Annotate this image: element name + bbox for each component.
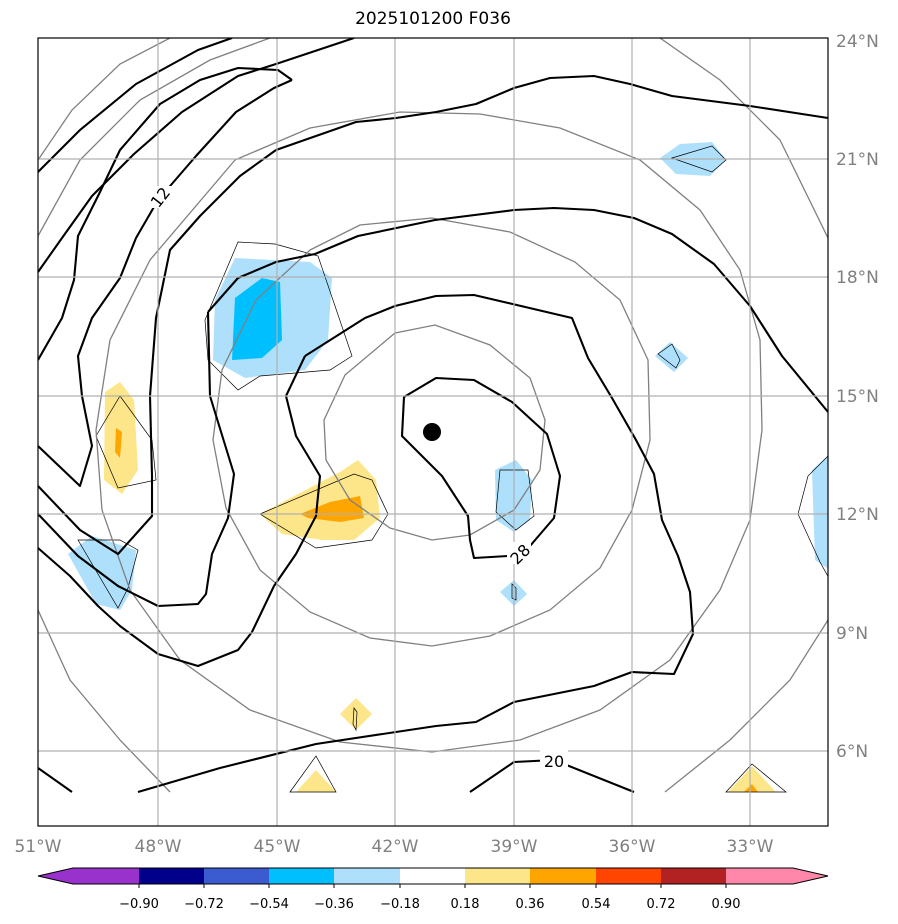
grey-ring-7 — [664, 619, 828, 793]
thick-contour-12 — [38, 38, 355, 273]
colorbar: −0.90 −0.72 −0.54 −0.36 −0.18 0.18 0.36 … — [37, 867, 829, 912]
lon-tick-33w: 33°W — [727, 837, 774, 857]
colorbar-arrow-left — [38, 868, 73, 884]
thin-contour-nw — [204, 241, 353, 391]
grey-ring-3 — [95, 111, 763, 753]
colorbar-seg-10 — [661, 868, 726, 884]
colorbar-outline — [37, 867, 829, 885]
grey-ring-5 — [659, 38, 828, 239]
thin-contour-tiny — [511, 583, 517, 601]
lon-tick-36w: 36°W — [609, 837, 656, 857]
colorbar-label-8: 0.54 — [582, 897, 611, 912]
fill-orange-se-bottom — [744, 784, 758, 792]
colorbar-label-5: −0.18 — [380, 897, 420, 912]
lat-tick-12n: 12°N — [836, 505, 879, 525]
thick-contour-inner — [137, 293, 695, 794]
storm-center-marker — [423, 423, 441, 441]
thick-contour-12-b — [275, 74, 828, 151]
lat-tick-labels: 24°N 21°N 18°N 15°N 12°N 9°N 6°N — [836, 32, 879, 762]
map-area: 12 28 20 — [38, 38, 828, 826]
contour-label-20: 20 — [544, 752, 564, 771]
colorbar-label-3: −0.54 — [249, 897, 289, 912]
colorbar-seg-3 — [204, 868, 269, 884]
thick-contour-inner-w — [38, 355, 322, 668]
grey-ring-2 — [212, 217, 651, 647]
colorbar-seg-8 — [530, 868, 596, 884]
colorbar-seg-9 — [596, 868, 661, 884]
colorbar-label-2: −0.72 — [184, 897, 224, 912]
thick-contour-outer-nw — [38, 38, 233, 173]
colorbar-seg-5 — [334, 868, 400, 884]
thin-contour-e-edge — [797, 455, 828, 578]
shaded-anomaly-fills — [68, 142, 828, 792]
lat-tick-6n: 6°N — [836, 742, 868, 762]
grey-ring-4 — [38, 38, 271, 237]
contour-labels: 12 28 20 — [147, 183, 568, 771]
map-title: 2025101200 F036 — [355, 9, 511, 29]
thin-contours — [77, 145, 828, 793]
grey-ring-6 — [38, 609, 171, 793]
map-border — [37, 37, 829, 827]
thick-contour-sw-edge — [38, 767, 73, 793]
fill-blue-e-edge — [812, 455, 828, 569]
thick-contour-20 — [207, 206, 828, 413]
fill-blue-mid-nw — [232, 278, 282, 360]
thin-contour-s — [352, 707, 358, 732]
colorbar-seg-6 — [400, 868, 465, 884]
thick-contours — [38, 38, 828, 794]
lat-tick-15n: 15°N — [836, 387, 879, 407]
lat-tick-18n: 18°N — [836, 268, 879, 288]
thick-contour-nw-loop — [38, 66, 293, 361]
thin-contour-se-bottom — [725, 763, 787, 793]
fill-blue-e-small — [655, 342, 688, 372]
lon-tick-42w: 42°W — [372, 837, 419, 857]
thin-contour-sw-bottom — [289, 755, 337, 793]
thick-contour-28 — [400, 376, 562, 560]
colorbar-label-7: 0.36 — [516, 897, 545, 912]
colorbar-label-1: −0.90 — [119, 897, 159, 912]
grey-ring-8 — [38, 38, 171, 161]
colorbar-seg-11 — [726, 868, 793, 884]
lat-tick-9n: 9°N — [836, 624, 868, 644]
colorbar-seg-4 — [269, 868, 334, 884]
fill-yellow-center — [260, 460, 380, 540]
thick-contour-20-south — [469, 758, 635, 793]
thin-contour-ne — [670, 145, 727, 173]
lon-tick-39w: 39°W — [491, 837, 538, 857]
lon-tick-51w: 51°W — [15, 837, 62, 857]
colorbar-seg-2 — [139, 868, 204, 884]
fill-orange-w — [115, 428, 122, 458]
colorbar-label-10: 0.90 — [712, 897, 741, 912]
thin-contour-e — [657, 343, 681, 369]
thin-contour-w — [95, 395, 157, 489]
colorbar-label-9: 0.72 — [647, 897, 676, 912]
lon-tick-labels: 51°W 48°W 45°W 42°W 39°W 36°W 33°W — [15, 837, 774, 857]
thin-contour-se — [495, 469, 535, 531]
lon-tick-48w: 48°W — [135, 837, 182, 857]
fill-yellow-s — [340, 698, 372, 730]
thick-contour-nw-loop-2 — [38, 79, 293, 488]
colorbar-seg-7 — [465, 868, 530, 884]
colorbar-label-4: −0.36 — [314, 897, 354, 912]
thick-contour-20-w — [38, 311, 236, 608]
fill-yellow-se-bottom — [728, 766, 776, 792]
colorbar-arrow-right — [793, 868, 828, 884]
lon-tick-45w: 45°W — [254, 837, 301, 857]
lat-tick-24n: 24°N — [836, 32, 879, 52]
gridlines — [38, 38, 828, 826]
fill-yellow-sw-bottom — [296, 770, 336, 792]
colorbar-label-6: 0.18 — [451, 897, 480, 912]
lat-tick-21n: 21°N — [836, 150, 879, 170]
colorbar-seg-1 — [73, 868, 139, 884]
